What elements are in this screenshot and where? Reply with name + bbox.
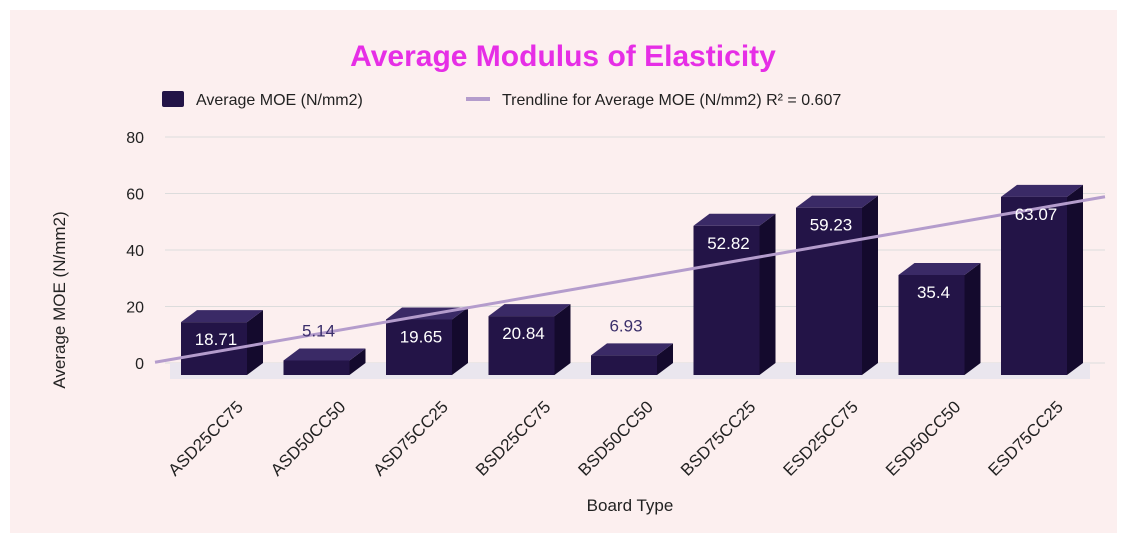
bar-front: [283, 360, 350, 375]
bar: [1001, 184, 1083, 375]
x-tick-label: BSD50CC50: [575, 397, 657, 479]
chart-title: Average Modulus of Elasticity: [350, 40, 776, 73]
bar: [488, 304, 571, 375]
bar-side: [349, 348, 366, 375]
bar-side: [554, 304, 571, 375]
data-label: 52.82: [707, 234, 750, 253]
bar-top: [898, 262, 981, 275]
x-tick-label: ESD50CC50: [882, 397, 964, 479]
bar: [796, 195, 878, 375]
y-axis-ticks: 0 20 40 60 80: [126, 130, 144, 373]
y-tick-label: 0: [135, 356, 144, 373]
bar-top: [796, 195, 878, 208]
x-tick-label: ASD75CC25: [370, 397, 452, 479]
bar-side: [1067, 184, 1083, 375]
data-label: 19.65: [400, 327, 443, 346]
x-tick-label: ASD50CC50: [267, 397, 349, 479]
bar-side: [759, 213, 776, 375]
bar-side: [964, 262, 981, 375]
bar-top: [283, 348, 366, 361]
chart-panel: Average Modulus of Elasticity Average MO…: [10, 10, 1117, 533]
legend-label-bars: Average MOE (N/mm2): [196, 92, 363, 109]
x-tick-label: ESD25CC75: [780, 397, 862, 479]
y-tick-label: 80: [126, 130, 144, 147]
trendline: [154, 195, 1106, 364]
bar-top: [591, 343, 673, 356]
data-label: 6.93: [609, 316, 642, 335]
y-tick-label: 20: [126, 300, 144, 317]
bar-chart: Average Modulus of Elasticity Average MO…: [50, 40, 1106, 515]
data-label: 63.07: [1015, 205, 1058, 224]
legend-label-trendline: Trendline for Average MOE (N/mm2) R² = 0…: [502, 92, 841, 109]
bar-front: [591, 355, 657, 375]
legend-swatch-bars: [162, 91, 184, 107]
data-label: 18.71: [195, 330, 238, 349]
bar-front: [1001, 196, 1067, 375]
y-tick-label: 60: [126, 187, 144, 204]
data-label: 20.84: [502, 324, 545, 343]
bar-top: [1001, 184, 1083, 197]
x-tick-label: BSD25CC75: [472, 397, 554, 479]
legend: Average MOE (N/mm2) Trendline for Averag…: [162, 91, 841, 109]
bar-top: [693, 213, 776, 226]
x-axis-title: Board Type: [587, 496, 674, 515]
bar: [283, 348, 366, 375]
bar-top: [181, 310, 263, 323]
bar-front: [488, 316, 555, 375]
bars: [181, 184, 1083, 375]
bar-side: [452, 307, 468, 375]
data-label: 35.4: [917, 283, 950, 302]
bar: [693, 213, 776, 375]
x-tick-label: ESD75CC25: [985, 397, 1067, 479]
data-labels: 18.71 5.14 19.65 20.84 6.93 52.82 59.23 35.4 63.…: [195, 205, 1058, 349]
x-tick-label: BSD75CC25: [677, 397, 759, 479]
bar: [591, 343, 673, 375]
bar-side: [657, 343, 673, 375]
bar-front: [386, 319, 452, 375]
bar: [898, 262, 981, 375]
bar-side: [247, 310, 263, 375]
x-axis-ticks: ASD25CC75 ASD50CC50 ASD75CC25 BSD25CC75 BSD5…: [165, 397, 1067, 479]
data-label: 5.14: [302, 321, 335, 340]
x-tick-label: ASD25CC75: [165, 397, 247, 479]
data-label: 59.23: [810, 216, 853, 235]
bar-front: [898, 274, 965, 375]
trendline-layer: [154, 195, 1106, 364]
bar-front: [796, 207, 862, 375]
bar-top: [488, 304, 571, 317]
bar-side: [862, 195, 878, 375]
bar-front: [693, 225, 760, 375]
y-axis-title: Average MOE (N/mm2): [50, 211, 69, 388]
y-tick-label: 40: [126, 243, 144, 260]
